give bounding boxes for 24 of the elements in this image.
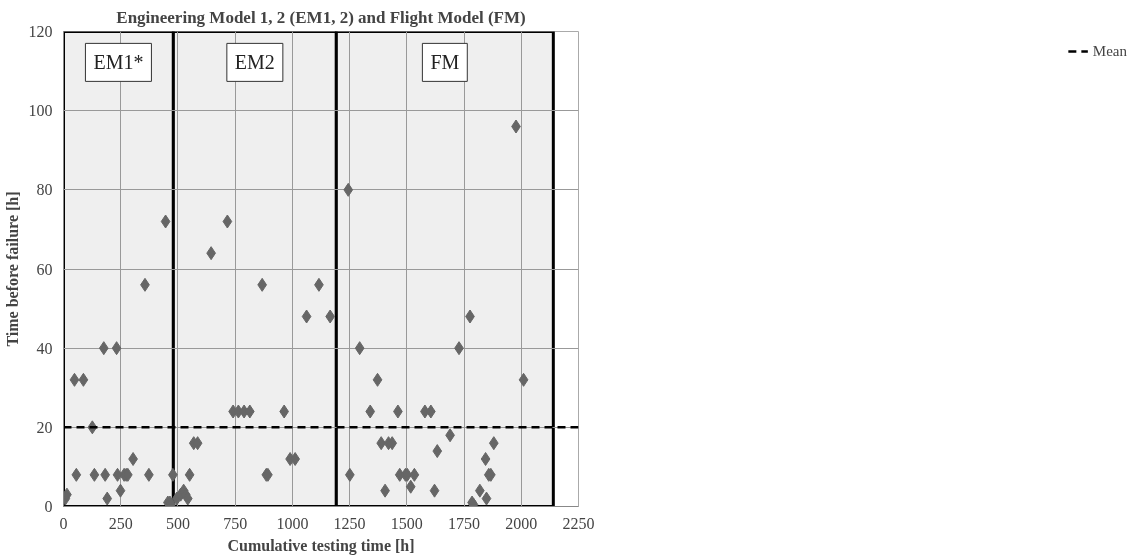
band-label: EM1* [93,51,144,74]
x-axis-title: Cumulative testing time [h] [227,536,415,555]
x-tick-label: 1250 [333,514,366,532]
y-tick-label: 100 [28,102,53,120]
band-label: EM2 [234,51,275,74]
x-tick-label: 0 [59,514,68,532]
x-tick-label: 750 [223,514,248,532]
y-tick-label: 80 [36,181,53,199]
chart-title: Engineering Model 1, 2 (EM1, 2) and Flight Model (FM) [116,7,526,27]
y-tick-label: 20 [36,418,53,436]
y-tick-label: 120 [28,23,53,40]
x-tick-label: 1750 [448,514,481,532]
x-tick-label: 2000 [505,514,538,532]
y-tick-label: 60 [36,260,53,278]
x-tick-label: 2250 [562,514,595,532]
y-tick-label: 0 [44,498,53,515]
y-axis-title: Time before failure [h] [3,191,21,347]
x-tick-label: 250 [108,514,133,532]
x-tick-label: 1500 [390,514,423,532]
band-label: FM [430,51,460,74]
legend-label: Mean [1092,42,1127,60]
y-tick-label: 40 [36,339,53,357]
x-tick-label: 500 [165,514,190,532]
x-tick-label: 1000 [276,514,309,532]
